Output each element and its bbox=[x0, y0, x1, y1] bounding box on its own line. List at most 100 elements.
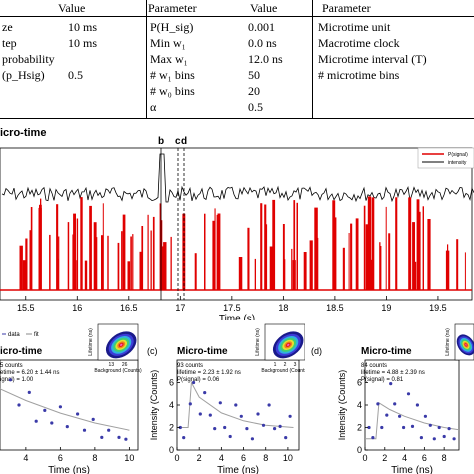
signal-spike bbox=[355, 218, 359, 290]
data-point bbox=[376, 402, 380, 406]
data-point bbox=[273, 427, 277, 431]
signal-spike bbox=[272, 199, 276, 290]
data-point bbox=[117, 435, 121, 439]
y-tick-label: 6 bbox=[169, 378, 174, 388]
x-tick-label: 15.5 bbox=[17, 303, 35, 313]
data-point bbox=[198, 412, 202, 416]
x-axis-label: Time (ns) bbox=[217, 465, 259, 474]
data-point bbox=[17, 403, 21, 407]
x-tick-label: 10 bbox=[124, 453, 134, 463]
signal-spike bbox=[303, 252, 307, 290]
signal-spike bbox=[170, 236, 172, 290]
signal-spike bbox=[212, 220, 216, 290]
signal-spike bbox=[117, 242, 120, 290]
table-cell-v2: 0.5 bbox=[248, 100, 263, 114]
header-value-1: Value bbox=[58, 0, 86, 15]
data-point bbox=[228, 434, 232, 439]
data-point bbox=[34, 419, 38, 423]
data-point bbox=[415, 403, 419, 407]
data-point bbox=[437, 425, 441, 430]
signal-spike bbox=[427, 219, 431, 290]
signal-spike bbox=[316, 237, 319, 290]
signal-spike bbox=[182, 213, 186, 290]
data-point bbox=[182, 436, 186, 440]
top-panel-title: icro-time bbox=[0, 127, 47, 139]
heatmap-contour-7 bbox=[465, 344, 467, 346]
signal-spike bbox=[282, 224, 285, 290]
signal-spike bbox=[464, 252, 466, 290]
signal-spike bbox=[204, 213, 206, 290]
data-point bbox=[442, 434, 446, 439]
signal-spike bbox=[102, 203, 104, 290]
x-tick-label: 10 bbox=[283, 453, 293, 463]
x-tick-label: 19 bbox=[381, 303, 391, 313]
inset-y-label: Lifetime (ns) bbox=[445, 328, 451, 356]
inset-x-tick: 2 bbox=[284, 362, 287, 368]
signal-spike bbox=[370, 259, 374, 290]
table-header-row: Value Parameter Value Parameter bbox=[0, 0, 371, 16]
data-point bbox=[261, 423, 266, 427]
table-bottom-rule bbox=[0, 118, 474, 119]
x-axis-label: Time (ns) bbox=[391, 465, 433, 474]
data-point bbox=[284, 436, 288, 440]
panel-info-line: lifetime = 4.88 ± 2.39 ns bbox=[361, 370, 425, 376]
heatmap-contour-7 bbox=[120, 343, 123, 346]
signal-spike bbox=[56, 258, 59, 290]
data-point bbox=[371, 436, 375, 440]
x-tick-label: 18.5 bbox=[326, 303, 344, 313]
panel-info-line: 5 counts bbox=[0, 363, 23, 369]
intensity-line bbox=[1, 153, 474, 203]
signal-spike bbox=[141, 226, 144, 290]
y-axis-label: Intensity (Counts) bbox=[149, 370, 159, 441]
x-axis-label: Time (ns) bbox=[48, 465, 90, 474]
lifetime-heatmap-inset bbox=[264, 323, 305, 361]
signal-spike bbox=[293, 200, 296, 290]
data-point bbox=[239, 414, 243, 418]
y-tick-label: 0 bbox=[357, 445, 362, 455]
panel-label: (c) bbox=[147, 346, 158, 356]
panel-info-line: lifetime = 2.23 ± 1.92 ns bbox=[177, 370, 241, 376]
legend-data-label: data bbox=[8, 332, 20, 338]
data-point bbox=[208, 413, 212, 417]
signal-spike bbox=[152, 216, 155, 290]
table-cell-p2: Max w₁ bbox=[150, 52, 188, 66]
table-cell-v2: 0.0 ns bbox=[248, 36, 277, 50]
fit-line bbox=[0, 388, 130, 431]
parameter-table: Value Parameter Value Parameter bbox=[0, 0, 371, 16]
table-cell-v2: 20 bbox=[248, 84, 260, 98]
signal-spike bbox=[72, 234, 75, 290]
y-tick-label: 0 bbox=[169, 445, 174, 455]
data-point bbox=[223, 425, 227, 430]
signal-spike bbox=[40, 198, 42, 290]
table-header-rule bbox=[0, 16, 474, 17]
table-cell-p1: ze bbox=[2, 20, 13, 34]
signal-spike bbox=[314, 235, 316, 290]
data-point bbox=[288, 414, 292, 418]
panel-info-line: 93 counts bbox=[177, 363, 203, 369]
table-cell-v1: 10 ms bbox=[68, 36, 98, 50]
data-point bbox=[213, 427, 217, 431]
legend-fit-label: fit bbox=[34, 332, 39, 338]
data-point bbox=[452, 437, 456, 441]
table-cell-p3: Microtime unit bbox=[318, 20, 391, 34]
table-cell-p2: # w₁ bins bbox=[150, 68, 195, 82]
signal-spike bbox=[350, 223, 353, 290]
table-cell-p1: (p_Hsig) bbox=[2, 68, 45, 82]
signal-spike bbox=[80, 197, 83, 290]
signal-spike bbox=[309, 240, 313, 290]
fit-line bbox=[177, 380, 294, 428]
data-point bbox=[65, 425, 69, 429]
marker-label-b: b bbox=[158, 136, 164, 147]
data-point bbox=[447, 427, 451, 431]
data-point bbox=[367, 425, 371, 430]
signal-spike bbox=[348, 233, 350, 290]
signal-spike bbox=[388, 233, 391, 290]
table-cell-p2: P(H_sig) bbox=[150, 20, 194, 34]
signal-spike bbox=[408, 197, 412, 290]
data-point bbox=[250, 437, 254, 441]
table-cell-p1: probability bbox=[2, 52, 55, 66]
signal-spike bbox=[363, 205, 366, 290]
data-point bbox=[218, 401, 222, 405]
signal-spike bbox=[89, 205, 92, 290]
